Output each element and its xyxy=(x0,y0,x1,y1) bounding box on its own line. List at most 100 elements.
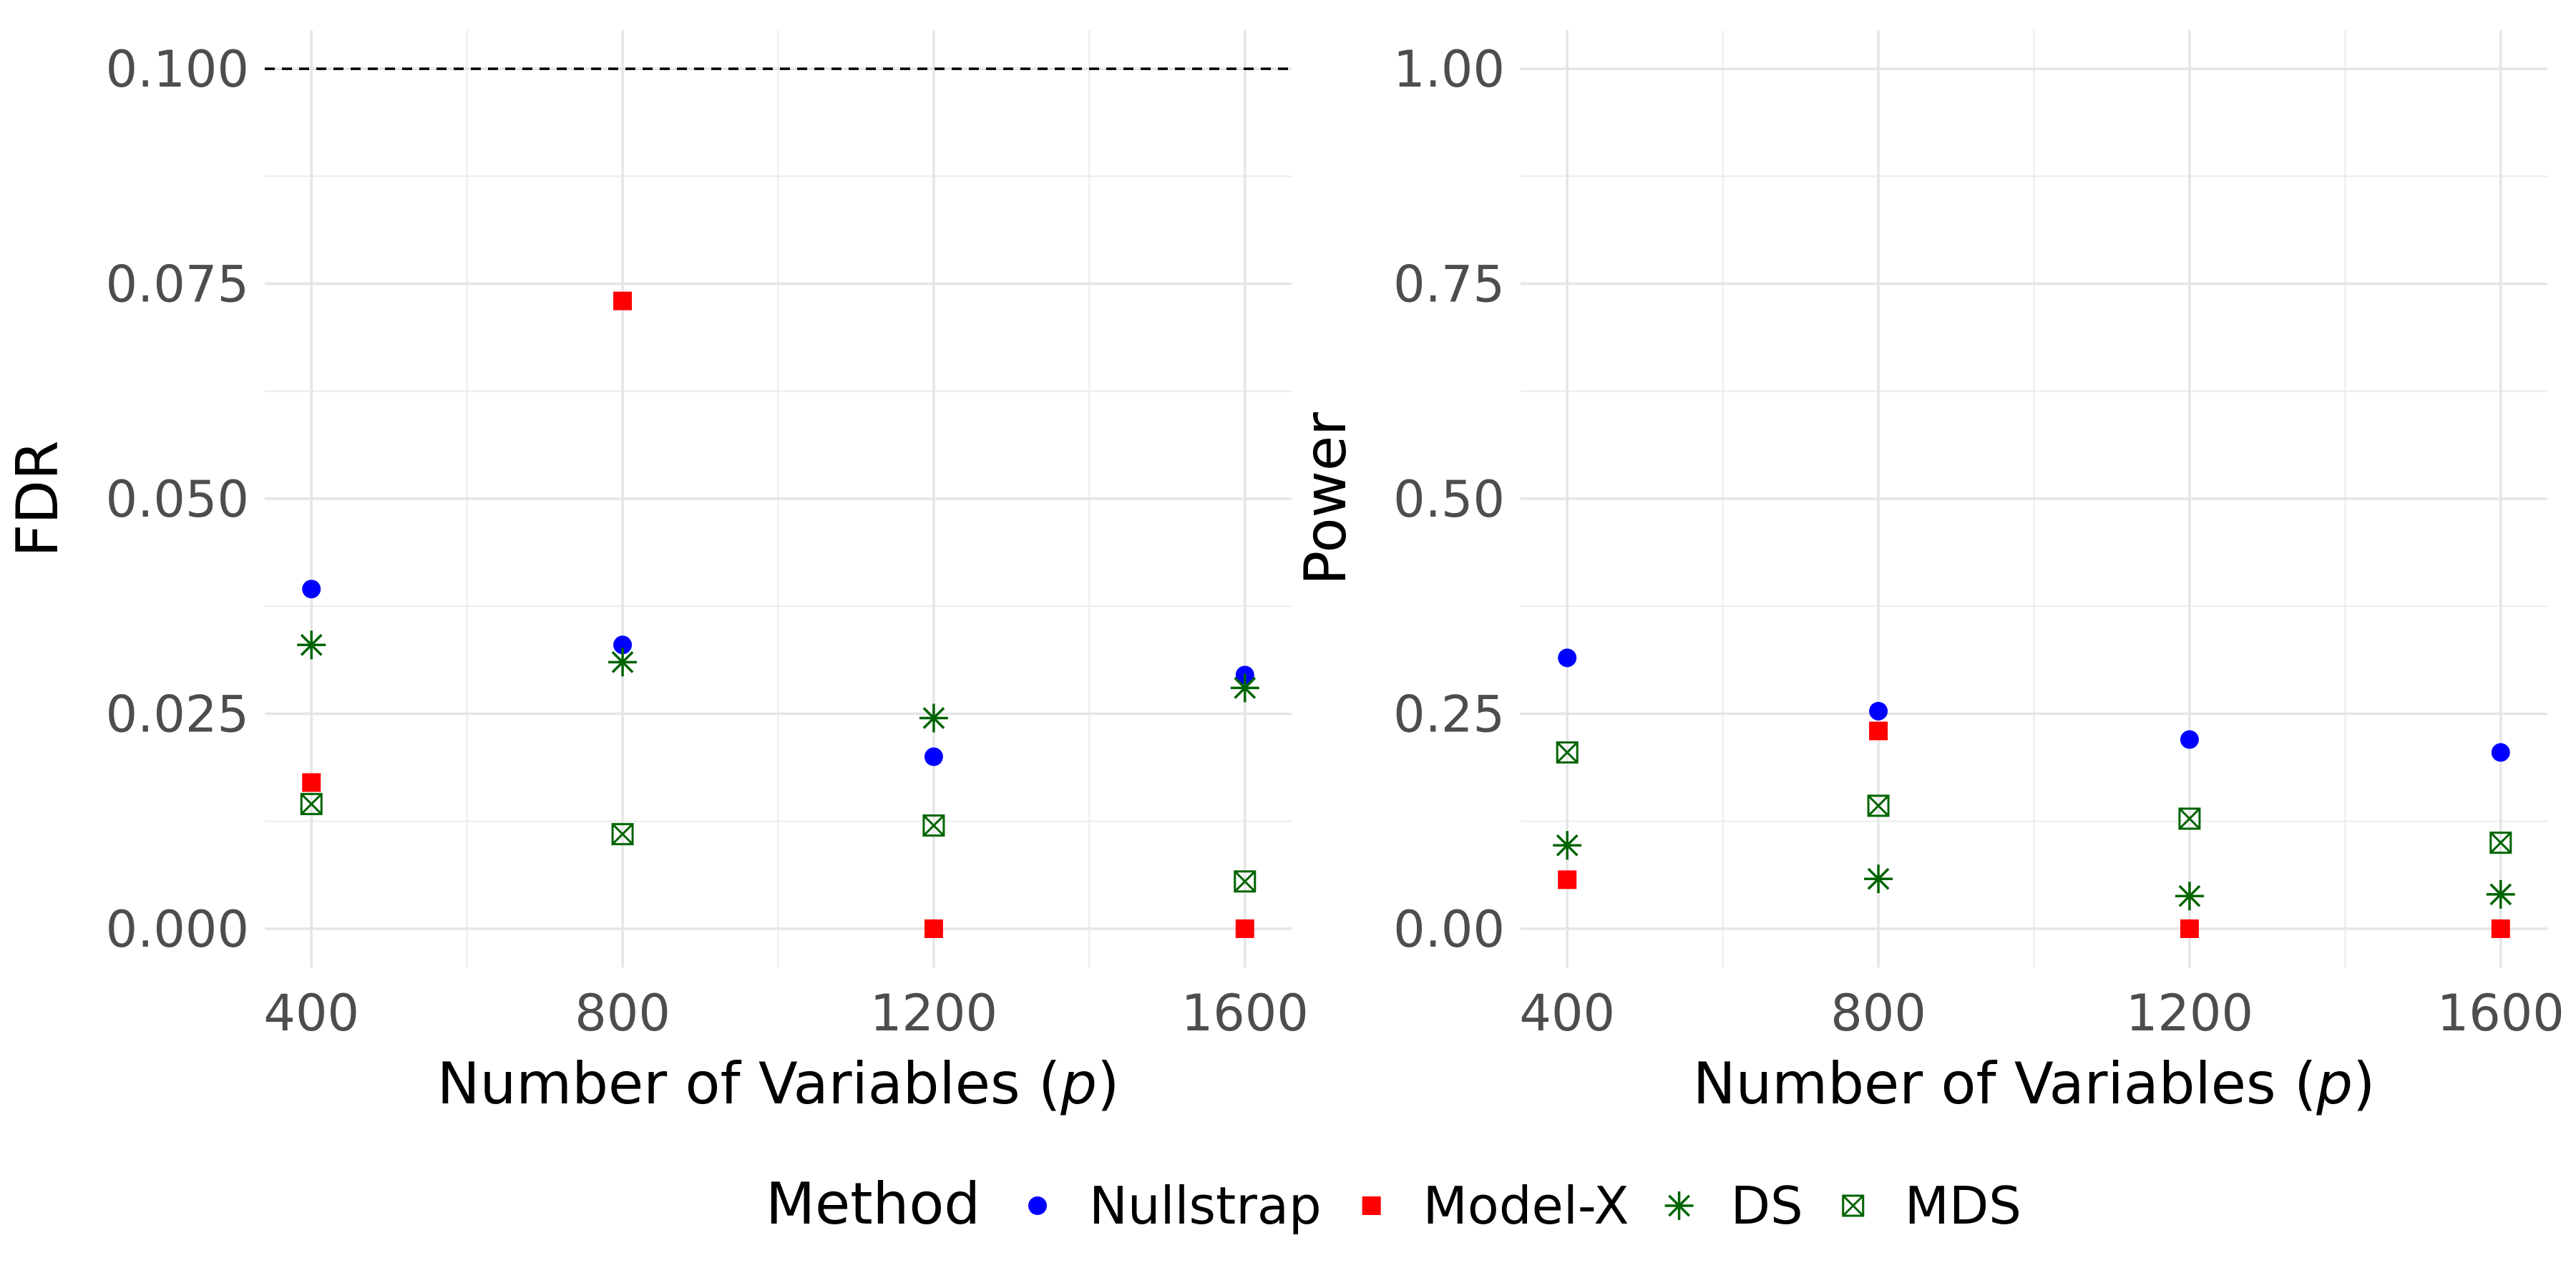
fdr-point-nullstrap-800-shape xyxy=(613,635,633,655)
fdr-point-mds-1200-box xyxy=(922,814,945,837)
power-y-tick-label: 0.25 xyxy=(1393,685,1505,743)
power-point-ds-1600-stroke-3 xyxy=(2489,883,2512,906)
fdr-point-nullstrap-1200 xyxy=(924,747,943,766)
power-point-nullstrap-800 xyxy=(1869,701,1888,721)
power-point-ds-1200 xyxy=(2175,882,2204,911)
fdr-point-mds-400 xyxy=(300,793,323,816)
power-x-tick-label: 1600 xyxy=(2437,984,2565,1043)
power-point-ds-800-stroke-3 xyxy=(1867,867,1890,890)
fdr-point-ds-400-stroke-3 xyxy=(300,633,323,656)
power-point-model-x-400 xyxy=(1558,870,1577,889)
power-point-model-x-1600-shape xyxy=(2491,919,2510,938)
fdr-y-tick-label: 0.075 xyxy=(106,255,249,314)
fdr-point-ds-1200 xyxy=(919,703,948,733)
fdr-y-tick-label: 0.000 xyxy=(106,900,249,959)
legend-key-ds xyxy=(1664,1191,1694,1220)
power-point-mds-1600 xyxy=(2489,831,2512,854)
fdr-panel: 0.000 0.025 0.050 0.075 0.100 400 800 1200 1600 N… xyxy=(4,30,1309,1117)
fdr-point-mds-800-box xyxy=(611,823,634,846)
legend-key-ds-stroke-3 xyxy=(1668,1194,1690,1217)
fdr-point-ds-800-stroke-3 xyxy=(611,650,634,673)
power-x-axis-title: Number of Variables (p) xyxy=(1693,1050,2376,1117)
power-y-tick-label: 0.50 xyxy=(1393,470,1505,529)
fdr-point-mds-1600-diag-b xyxy=(1234,870,1256,892)
power-y-tick-label: 0.75 xyxy=(1393,255,1505,314)
power-x-tick-label: 1200 xyxy=(2126,984,2253,1043)
fdr-point-ds-1600-stroke-3 xyxy=(1234,677,1257,699)
power-point-mds-800 xyxy=(1867,794,1890,817)
fdr-x-axis-title: Number of Variables (p) xyxy=(437,1050,1120,1117)
power-point-mds-400 xyxy=(1556,741,1579,764)
legend-key-nullstrap-shape xyxy=(1028,1196,1047,1215)
legend-key-model-x xyxy=(1362,1196,1381,1215)
fdr-point-model-x-1200-shape xyxy=(924,919,943,938)
fdr-point-mds-400-box xyxy=(300,793,323,816)
fdr-point-mds-400-diag-b xyxy=(301,793,323,815)
power-point-nullstrap-1200-shape xyxy=(2180,730,2199,749)
fdr-point-ds-1600 xyxy=(1230,673,1259,703)
fdr-point-model-x-1600-shape xyxy=(1235,919,1254,938)
power-panel: 0.00 0.25 0.50 0.75 1.00 400 800 1200 1600 Number… xyxy=(1292,30,2565,1117)
power-y-axis-title: Power xyxy=(1292,412,1359,585)
fdr-x-tick-label: 400 xyxy=(263,984,359,1043)
fdr-point-nullstrap-400-shape xyxy=(302,580,321,599)
power-point-ds-400 xyxy=(1553,831,1582,860)
power-point-nullstrap-1600 xyxy=(2491,743,2510,762)
fdr-point-nullstrap-800 xyxy=(613,635,633,655)
fdr-point-model-x-400 xyxy=(302,773,321,792)
power-point-ds-1200-stroke-3 xyxy=(2178,884,2201,907)
power-x-tick-label: 800 xyxy=(1830,984,1926,1043)
power-point-nullstrap-400-shape xyxy=(1558,648,1577,668)
fdr-point-ds-400 xyxy=(297,630,326,660)
fdr-point-ds-800 xyxy=(608,648,638,677)
legend-label-nullstrap: Nullstrap xyxy=(1089,1176,1322,1236)
fdr-x-tick-label: 1600 xyxy=(1181,984,1309,1043)
power-point-ds-800 xyxy=(1864,864,1893,894)
fdr-x-tick-label: 800 xyxy=(575,984,670,1043)
power-y-tick-label: 1.00 xyxy=(1393,40,1505,99)
fdr-y-tick-label: 0.025 xyxy=(106,685,249,743)
fdr-point-mds-1200 xyxy=(922,814,945,837)
power-point-mds-800-box xyxy=(1867,794,1890,817)
power-point-mds-400-box xyxy=(1556,741,1579,764)
fdr-x-tick-label: 1200 xyxy=(870,984,997,1043)
fdr-point-model-x-1200 xyxy=(924,919,943,938)
fdr-point-mds-800-diag-b xyxy=(612,823,634,845)
fdr-point-model-x-400-shape xyxy=(302,773,321,792)
power-point-mds-800-diag-b xyxy=(1868,794,1890,817)
legend: Method Nullstrap Model-X DS MDS xyxy=(766,1171,2021,1237)
power-point-mds-1200-diag-b xyxy=(2178,808,2200,830)
legend-label-model-x: Model-X xyxy=(1423,1176,1629,1236)
fdr-point-nullstrap-1200-shape xyxy=(924,747,943,766)
power-point-nullstrap-400 xyxy=(1558,648,1577,668)
power-point-model-x-400-shape xyxy=(1558,870,1577,889)
fdr-point-mds-1600 xyxy=(1234,870,1257,893)
legend-label-mds: MDS xyxy=(1905,1176,2021,1236)
power-point-mds-1200 xyxy=(2178,807,2201,830)
power-point-model-x-1200-shape xyxy=(2180,919,2199,938)
fdr-point-nullstrap-400 xyxy=(302,580,321,599)
power-point-mds-1600-box xyxy=(2489,831,2512,854)
power-point-ds-400-stroke-3 xyxy=(1556,834,1579,857)
power-point-mds-400-diag-b xyxy=(1556,741,1579,763)
fdr-point-model-x-1600 xyxy=(1235,919,1254,938)
power-point-nullstrap-1200 xyxy=(2180,730,2199,749)
power-y-tick-label: 0.00 xyxy=(1393,900,1505,959)
power-x-tick-label: 400 xyxy=(1519,984,1615,1043)
fdr-point-mds-1200-diag-b xyxy=(922,814,945,836)
legend-key-nullstrap xyxy=(1028,1196,1047,1215)
legend-key-mds-box xyxy=(1842,1194,1865,1217)
fdr-point-mds-800 xyxy=(611,823,634,846)
power-point-model-x-800 xyxy=(1869,721,1888,741)
legend-key-mds xyxy=(1842,1194,1865,1217)
fdr-y-axis-title: FDR xyxy=(4,440,71,557)
fdr-point-model-x-800-shape xyxy=(613,291,633,311)
legend-label-ds: DS xyxy=(1731,1176,1803,1236)
power-point-mds-1200-box xyxy=(2178,807,2201,830)
legend-key-model-x-shape xyxy=(1362,1196,1381,1215)
fdr-y-tick-label: 0.100 xyxy=(106,40,249,99)
power-point-nullstrap-1600-shape xyxy=(2491,743,2510,762)
power-point-nullstrap-800-shape xyxy=(1869,701,1888,721)
fdr-y-tick-label: 0.050 xyxy=(106,470,249,529)
